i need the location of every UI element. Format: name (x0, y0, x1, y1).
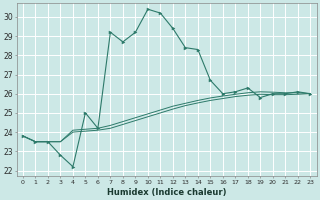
X-axis label: Humidex (Indice chaleur): Humidex (Indice chaleur) (107, 188, 226, 197)
